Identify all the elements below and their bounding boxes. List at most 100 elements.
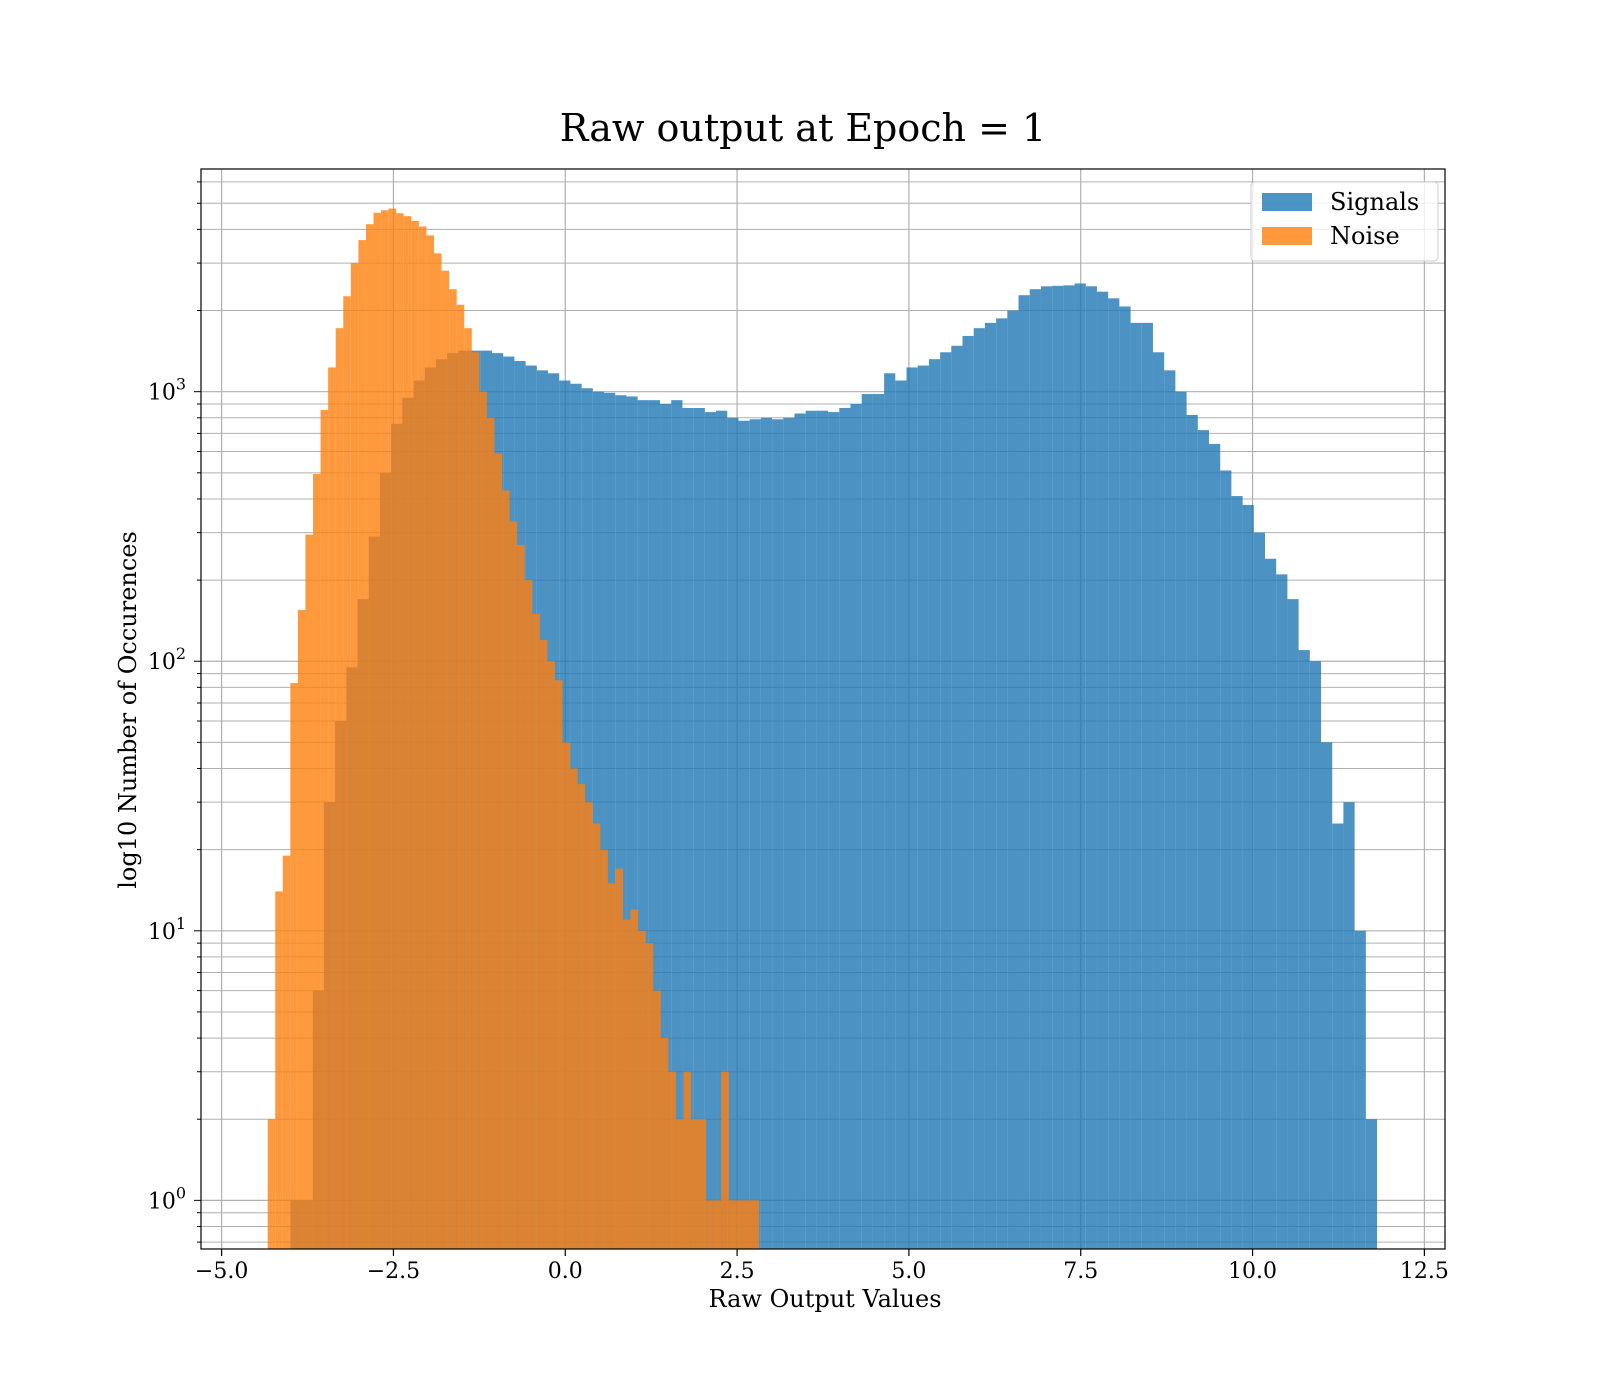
histogram-bar [738, 420, 750, 1250]
histogram-bar [1276, 574, 1288, 1249]
histogram-bar [517, 544, 525, 1249]
x-tick-label: −2.5 [367, 1259, 420, 1284]
histogram-bar [328, 367, 336, 1250]
histogram-bar [648, 400, 661, 1249]
histogram-bar [626, 396, 638, 1250]
histogram-bar [426, 235, 434, 1249]
x-axis-label: Raw Output Values [708, 1285, 941, 1313]
histogram-bar [872, 394, 885, 1249]
histogram-bar [320, 410, 329, 1249]
histogram-bar [502, 490, 510, 1249]
histogram-bar [615, 868, 623, 1249]
histogram-bar [577, 784, 586, 1249]
histogram-bar [816, 410, 829, 1249]
histogram-bar [828, 412, 840, 1249]
histogram-bar [562, 742, 571, 1249]
histogram-bar [433, 253, 442, 1250]
histogram-bar [547, 661, 555, 1249]
histogram-bar [794, 413, 806, 1249]
legend-swatch-signals [1262, 193, 1312, 211]
x-tick-label: 10.0 [1228, 1259, 1277, 1284]
histogram-bar [1298, 650, 1310, 1249]
histogram-bar [1063, 285, 1075, 1249]
histogram-bar [486, 417, 495, 1249]
histogram-bar [479, 391, 487, 1249]
histogram-bar [1208, 443, 1221, 1249]
histogram-bar [509, 521, 518, 1249]
y-axis-label: log10 Number of Occurences [114, 531, 142, 889]
histogram-bar [456, 304, 465, 1250]
histogram-bar [1321, 742, 1333, 1249]
histogram-bar [751, 1200, 760, 1249]
histogram-bar [290, 683, 298, 1249]
histogram-bar [736, 1200, 744, 1249]
histogram-bar [704, 412, 717, 1249]
histogram-bar [1231, 496, 1243, 1249]
histogram-bar [607, 883, 616, 1249]
histogram-bar [604, 392, 616, 1249]
histogram-bar [615, 395, 627, 1249]
histogram-bar [1152, 352, 1165, 1249]
y-tick-label: 102 [148, 644, 186, 675]
histogram-bar [637, 400, 649, 1249]
histogram-bar [630, 909, 639, 1249]
histogram-bar [471, 352, 480, 1249]
histogram-bar [282, 855, 291, 1249]
histogram-bar [638, 930, 646, 1249]
x-tick-label: 5.0 [891, 1259, 926, 1284]
histogram-bar [743, 1200, 752, 1249]
histogram-bar [951, 345, 963, 1250]
histogram-bar [668, 1071, 676, 1249]
histogram-bar [850, 404, 862, 1250]
histogram-bar [539, 639, 548, 1249]
histogram-bar [464, 328, 472, 1249]
histogram-bar [1096, 291, 1109, 1249]
histogram-bar [1141, 322, 1153, 1250]
histogram-bar [1365, 1119, 1378, 1249]
histogram-bar [1287, 599, 1299, 1249]
histogram-bar [297, 609, 306, 1249]
histogram-bar [524, 580, 533, 1249]
x-tick-label: −5.0 [195, 1259, 248, 1284]
series-noise [267, 208, 760, 1250]
histogram-bar [1253, 532, 1265, 1249]
histogram-bar [996, 318, 1008, 1249]
histogram-bar [441, 270, 450, 1250]
histogram-bar [449, 289, 457, 1250]
legend: Signals Noise [1250, 181, 1439, 262]
histogram-bar [358, 240, 366, 1249]
histogram-bar [1018, 295, 1030, 1249]
histogram-bar [1130, 322, 1142, 1250]
histogram-bar [388, 208, 397, 1249]
y-tick-label: 100 [148, 1183, 186, 1214]
histogram-bar [343, 296, 351, 1249]
histogram-bar [962, 335, 974, 1249]
histogram-bar [839, 407, 851, 1249]
histogram-bar [728, 1200, 737, 1249]
histogram-bar [1309, 661, 1322, 1249]
histogram-bar [585, 802, 593, 1249]
histogram-bar [1354, 930, 1366, 1249]
legend-swatch-noise [1262, 227, 1312, 245]
histogram-bar [706, 1200, 714, 1249]
histogram-bar [698, 1119, 707, 1249]
x-tick-label: 0.0 [548, 1259, 583, 1284]
histogram-bar [721, 1071, 729, 1249]
histogram-bar [411, 220, 419, 1249]
histogram-bar [683, 1071, 692, 1249]
histogram-bar [984, 322, 997, 1250]
y-tick-label: 103 [148, 375, 186, 406]
histogram-bar [570, 768, 578, 1249]
histogram-bar [494, 453, 503, 1249]
histogram-bar [1343, 802, 1355, 1249]
histogram-bar [350, 263, 359, 1250]
histogram-bar [928, 359, 941, 1249]
histogram-bar [1108, 298, 1120, 1250]
histogram-bar [1197, 430, 1209, 1250]
histogram-bar [940, 352, 952, 1249]
histogram-bar [1052, 285, 1064, 1249]
x-tick-label: 2.5 [720, 1259, 755, 1284]
histogram-bar [396, 213, 404, 1250]
histogram-bar [1175, 391, 1187, 1249]
histogram-bar [267, 1119, 276, 1249]
